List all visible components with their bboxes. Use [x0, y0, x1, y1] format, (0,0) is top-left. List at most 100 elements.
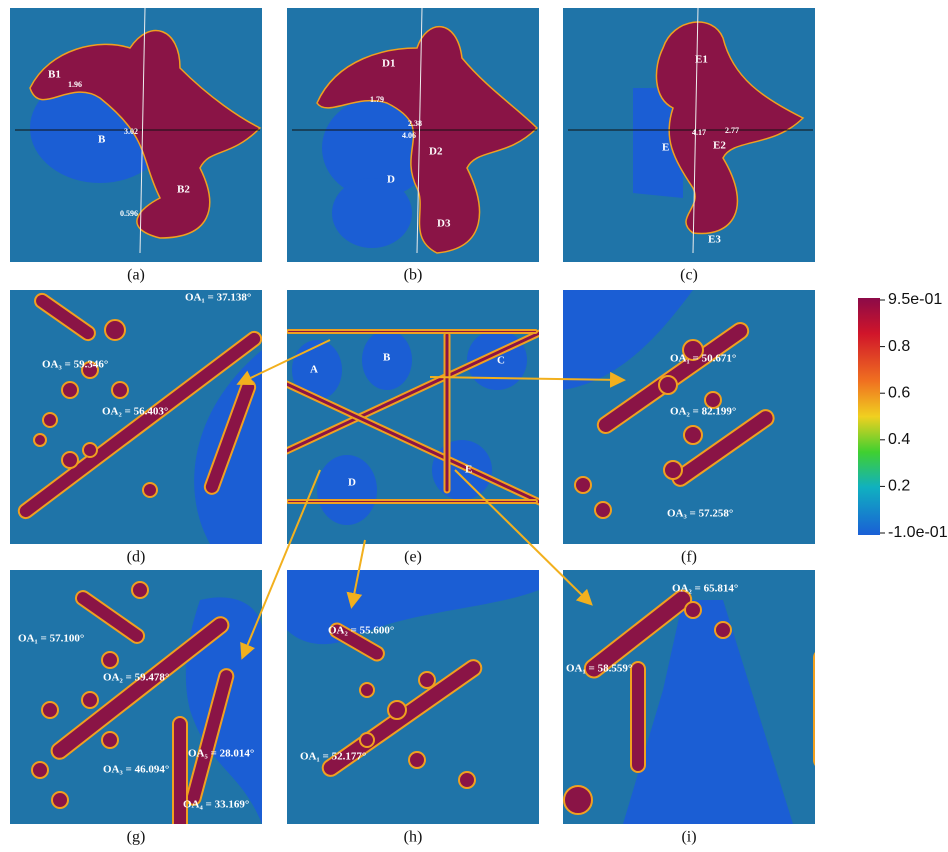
annotation: D [348, 477, 356, 489]
panel-label: (f) [681, 549, 697, 566]
panel-label: (h) [404, 829, 423, 846]
axis-line [416, 8, 423, 254]
annotation: E1 [695, 54, 708, 66]
annotation: 1.79 [370, 95, 384, 104]
rod [329, 622, 385, 662]
particle [42, 412, 58, 428]
particle [111, 381, 129, 399]
particle [359, 732, 375, 748]
annotation: OA₄ = 33.169° [183, 799, 249, 811]
region [655, 21, 805, 235]
particle [682, 339, 704, 361]
rod [287, 320, 539, 465]
panel: D1 1.79 2.38 4.06 D2 D D3 (b) [287, 8, 539, 284]
arrow [429, 371, 626, 388]
annotation: D [387, 174, 395, 186]
annotation: E2 [713, 140, 726, 152]
panel-image [563, 570, 815, 824]
connector-arrows [236, 339, 626, 660]
annotation: OA₁ = 37.138° [185, 292, 251, 304]
panel: A B C D E (e) [287, 290, 539, 566]
annotation: E3 [708, 234, 721, 246]
panel-label: (a) [127, 267, 145, 284]
annotation: 4.06 [402, 131, 416, 140]
annotation: 2.38 [408, 119, 422, 128]
annotation: OA₃ = 59.346° [42, 359, 108, 371]
region [317, 455, 377, 525]
particle [387, 700, 407, 720]
rod [630, 661, 646, 773]
rod [50, 616, 230, 760]
annotation: OA₁ = 58.559° [566, 663, 632, 675]
region [332, 178, 412, 248]
particle [101, 731, 119, 749]
annotation: B1 [48, 69, 61, 81]
region [563, 290, 693, 390]
annotation: D3 [437, 218, 451, 230]
panel: OA₂ = 55.600° OA₁ = 52.177° (h) [287, 570, 539, 846]
particle [81, 691, 99, 709]
particle [41, 701, 59, 719]
panel: OA₂ = 65.814° OA₁ = 58.559° (i) [563, 570, 815, 846]
rod [185, 668, 235, 806]
panel: OA₁ = 50.671° OA₂ = 82.199° OA₃ = 57.258° (… [563, 290, 815, 566]
particle [82, 442, 98, 458]
colorbar-label: 0.2 [888, 478, 910, 495]
colorbar [858, 298, 880, 535]
arrow [454, 469, 593, 606]
panel-image [563, 290, 815, 544]
annotation: 1.96 [68, 80, 82, 89]
rod [671, 409, 775, 487]
particle [408, 751, 426, 769]
rod [17, 330, 262, 520]
panel-image [287, 570, 539, 824]
panel: OA₁ = 37.138° OA₃ = 59.346° OA₂ = 56.403° (… [10, 290, 262, 566]
panel-label: (c) [680, 267, 698, 284]
rod [287, 329, 538, 334]
particle [131, 581, 149, 599]
annotation: 2.77 [725, 126, 739, 135]
particle [104, 319, 126, 341]
panel-label: (d) [127, 549, 146, 566]
particle [61, 381, 79, 399]
annotation: OA₂ = 59.478° [103, 672, 169, 684]
panel-image [287, 8, 539, 262]
particle [33, 433, 47, 447]
colorbar-labels: 9.5e-01 0.8 0.6 0.4 0.2 -1.0e-01 [880, 291, 948, 541]
particle [683, 425, 703, 445]
rod [287, 370, 539, 515]
panel-image [10, 570, 262, 824]
particle [684, 601, 702, 619]
region [362, 330, 412, 390]
arrow [346, 539, 366, 609]
panel-image [287, 290, 539, 544]
particle [61, 451, 79, 469]
annotation: D2 [429, 146, 443, 158]
colorbar-label: 0.8 [888, 338, 910, 355]
annotation: OA₅ = 28.014° [188, 748, 254, 760]
region [292, 340, 342, 400]
axis-line [692, 8, 699, 254]
rod [583, 589, 693, 679]
particle [418, 671, 436, 689]
annotation: OA₂ = 56.403° [102, 406, 168, 418]
region [432, 440, 492, 500]
rod [443, 331, 451, 494]
panels: B1 B 3.02 1.96 B2 0.596 (a) D1 1.79 2.38 4.06 D2 D D3… [10, 8, 815, 846]
annotation: 3.02 [124, 127, 138, 136]
annotation: OA₁ = 52.177° [300, 751, 366, 763]
panel-label: (b) [404, 267, 423, 284]
arrow [240, 469, 321, 660]
panel: E1 E 4.17 2.77 E2 E3 (c) [563, 8, 815, 284]
rod [287, 499, 538, 504]
particle [563, 785, 593, 815]
panel: OA₁ = 57.100° OA₂ = 59.478° OA₃ = 46.094° O… [10, 570, 262, 846]
panel-image [10, 290, 262, 544]
particle [31, 761, 49, 779]
particle [663, 460, 683, 480]
annotation: OA₂ = 65.814° [672, 583, 738, 595]
annotation: D1 [382, 58, 395, 70]
annotation: OA₃ = 57.258° [667, 508, 733, 520]
panel-label: (i) [681, 829, 696, 846]
